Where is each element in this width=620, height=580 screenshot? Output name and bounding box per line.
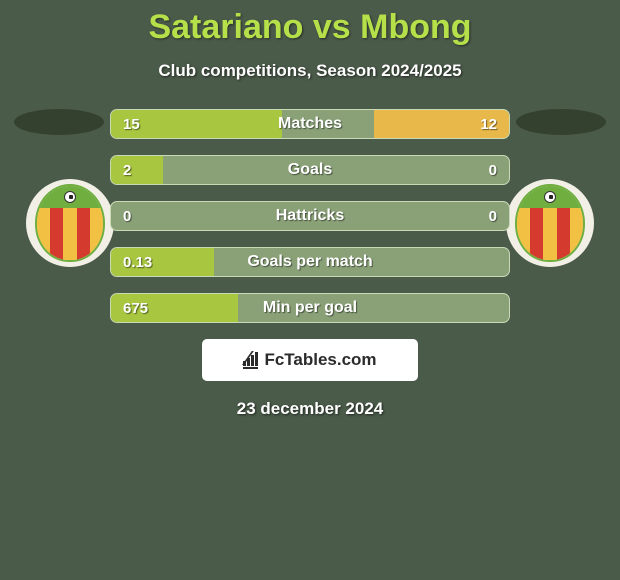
stat-row: 675Min per goal xyxy=(110,293,510,323)
main-area: 1512Matches 20Goals 00Hattricks 0.13Goals p… xyxy=(0,109,620,323)
soccer-ball-icon xyxy=(544,191,556,203)
stat-row: 00Hattricks xyxy=(110,201,510,231)
stats-bars: 1512Matches 20Goals 00Hattricks 0.13Goals p… xyxy=(110,109,510,323)
chart-icon xyxy=(243,352,258,369)
page-title: Satariano vs Mbong xyxy=(0,8,620,47)
vs-text: vs xyxy=(313,8,351,46)
comparison-card: Satariano vs Mbong Club competitions, Se… xyxy=(0,0,620,580)
stat-label: Matches xyxy=(111,115,509,133)
stat-row: 0.13Goals per match xyxy=(110,247,510,277)
crest-stripes xyxy=(517,208,583,260)
brand-name: FcTables.com xyxy=(264,350,376,370)
stat-row: 20Goals xyxy=(110,155,510,185)
player1-club-logo xyxy=(26,179,114,267)
player2-name: Mbong xyxy=(360,8,471,46)
club-crest xyxy=(515,184,585,262)
player1-name: Satariano xyxy=(148,8,303,46)
club-crest xyxy=(35,184,105,262)
stat-label: Min per goal xyxy=(111,299,509,317)
crest-stripes xyxy=(37,208,103,260)
player2-club-logo xyxy=(506,179,594,267)
crest-banner xyxy=(37,186,103,208)
subtitle: Club competitions, Season 2024/2025 xyxy=(0,61,620,81)
stat-row: 1512Matches xyxy=(110,109,510,139)
soccer-ball-icon xyxy=(64,191,76,203)
stat-label: Goals per match xyxy=(111,253,509,271)
stat-label: Hattricks xyxy=(111,207,509,225)
brand-badge: FcTables.com xyxy=(202,339,418,381)
player2-shadow xyxy=(516,109,606,135)
stat-label: Goals xyxy=(111,161,509,179)
player1-shadow xyxy=(14,109,104,135)
crest-banner xyxy=(517,186,583,208)
date-label: 23 december 2024 xyxy=(0,399,620,419)
